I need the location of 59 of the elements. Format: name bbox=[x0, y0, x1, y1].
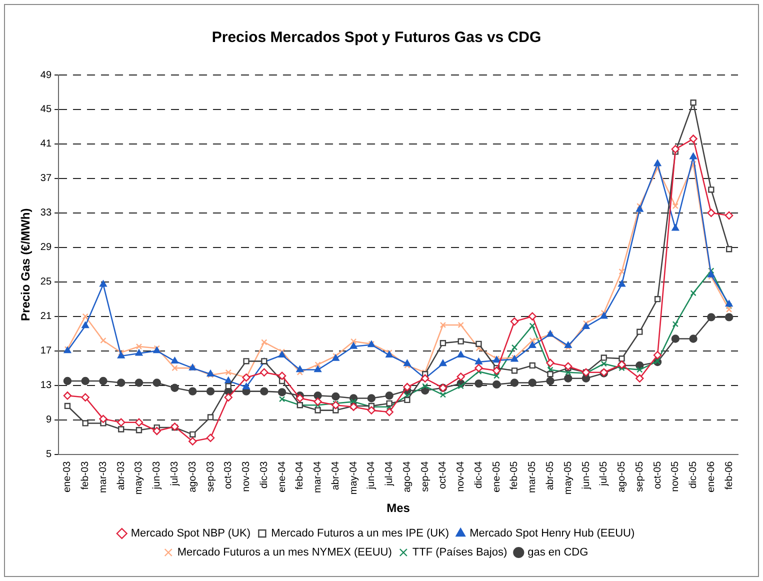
y-tick-label: 5 bbox=[46, 449, 52, 460]
x-tick-label: mar-04 bbox=[312, 460, 324, 493]
x-tick-label: ene-03 bbox=[62, 460, 74, 492]
x-tick-label: jun-03 bbox=[152, 460, 163, 490]
x-tick-label: jun-04 bbox=[366, 460, 378, 490]
y-tick-label: 33 bbox=[40, 208, 52, 219]
x-tick-label: abr-04 bbox=[330, 460, 342, 490]
y-axis-title: Precio Gas (€/MWh) bbox=[18, 208, 33, 321]
y-tick-label: 49 bbox=[40, 70, 52, 81]
x-tick-label: sep-04 bbox=[420, 460, 431, 492]
y-tick-label: 29 bbox=[40, 242, 52, 254]
x-tick-label: jun-05 bbox=[580, 460, 592, 490]
x-tick-label: nov-03 bbox=[241, 460, 252, 492]
x-tick-label: oct-04 bbox=[438, 460, 449, 490]
legend-label: Mercado Spot NBP (UK) bbox=[130, 528, 250, 540]
x-tick-label: ene-04 bbox=[276, 460, 288, 492]
x-tick-label: ene-06 bbox=[706, 460, 717, 492]
legend-label: Mercado Futuros a un mes NYMEX (EEUU) bbox=[177, 546, 392, 559]
x-tick-label: ago-04 bbox=[402, 460, 413, 492]
x-tick-label: dic-05 bbox=[688, 460, 700, 489]
x-tick-label: mar-05 bbox=[527, 460, 538, 493]
y-tick-label: 25 bbox=[40, 276, 52, 288]
x-tick-label: may-05 bbox=[562, 460, 574, 495]
y-tick-label: 37 bbox=[40, 173, 52, 184]
x-tick-label: abr-05 bbox=[545, 460, 556, 490]
legend-label: gas en CDG bbox=[528, 546, 588, 559]
x-tick-label: feb-06 bbox=[724, 460, 735, 490]
x-tick-label: dic-03 bbox=[258, 460, 270, 489]
x-tick-label: ene-05 bbox=[491, 460, 502, 492]
x-tick-label: ago-05 bbox=[616, 460, 628, 492]
x-tick-label: oct-03 bbox=[223, 460, 234, 490]
y-tick-label: 21 bbox=[40, 311, 52, 322]
y-tick-label: 9 bbox=[46, 414, 52, 426]
x-tick-label: mar-03 bbox=[98, 460, 109, 493]
x-tick-label: feb-03 bbox=[80, 460, 92, 490]
x-tick-label: feb-05 bbox=[509, 460, 520, 490]
x-tick-label: nov-04 bbox=[456, 460, 467, 492]
x-tick-label: sep-03 bbox=[205, 460, 216, 492]
x-tick-label: feb-04 bbox=[294, 460, 306, 490]
legend-label: Mercado Spot Henry Hub (EEUU) bbox=[470, 528, 635, 540]
y-tick-label: 13 bbox=[40, 380, 52, 392]
x-tick-label: oct-05 bbox=[652, 460, 664, 490]
x-tick-label: dic-04 bbox=[473, 460, 484, 489]
legend-label: TTF (Países Bajos) bbox=[412, 546, 508, 559]
y-tick-label: 17 bbox=[40, 346, 52, 357]
x-tick-label: nov-05 bbox=[670, 460, 682, 492]
y-tick-label: 41 bbox=[40, 138, 52, 150]
x-axis-title: Mes bbox=[386, 501, 410, 516]
legend-label: Mercado Futuros a un mes IPE (UK) bbox=[271, 528, 450, 540]
x-tick-label: may-03 bbox=[134, 460, 145, 495]
chart-title: Precios Mercados Spot y Futuros Gas vs CDG bbox=[212, 29, 542, 46]
x-tick-label: ago-03 bbox=[187, 460, 198, 492]
x-tick-label: may-04 bbox=[348, 460, 360, 495]
y-tick-label: 45 bbox=[40, 104, 52, 116]
x-tick-label: jul-05 bbox=[598, 460, 610, 487]
x-tick-label: sep-05 bbox=[634, 460, 646, 492]
x-tick-label: abr-03 bbox=[116, 460, 127, 490]
x-tick-label: jul-04 bbox=[384, 460, 396, 487]
x-tick-label: jul-03 bbox=[170, 460, 180, 487]
